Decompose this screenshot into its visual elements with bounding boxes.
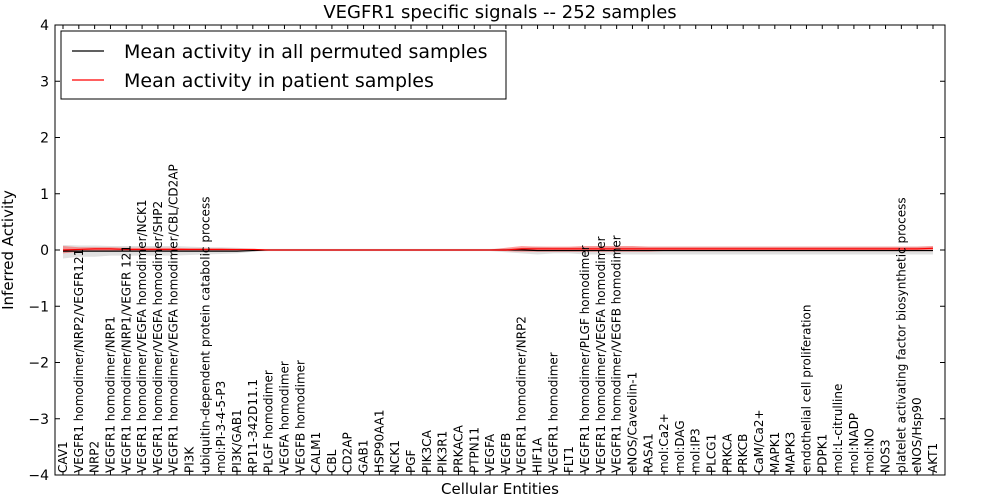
x-tick-label: CALM1 <box>309 432 323 473</box>
x-tick-label: CaM/Ca2+ <box>752 409 766 473</box>
x-tick-label: mol:L-citrulline <box>831 384 845 473</box>
x-tick-label: VEGFR1 homodimer/VEGFA homodimer/SHP2 <box>151 201 165 473</box>
x-tick-label: ubiquitin-dependent protein catabolic pr… <box>198 197 212 473</box>
y-axis-title: Inferred Activity <box>0 190 17 310</box>
series-lines <box>62 247 934 252</box>
x-tick-label: mol:Ca2+ <box>657 413 671 473</box>
x-tick-label: PI3K/GAB1 <box>230 409 244 473</box>
y-tick-label: −2 <box>28 356 49 372</box>
x-tick-label: mol:PI-3-4-5-P3 <box>214 381 228 473</box>
legend: Mean activity in all permuted samples Me… <box>60 30 507 100</box>
x-axis <box>62 25 934 475</box>
x-tick-label: MAPK1 <box>768 432 782 473</box>
x-tick-label: VEGFR1 homodimer/VEGFA homodimer <box>594 236 608 473</box>
x-tick-label: PRKCB <box>736 434 750 473</box>
x-tick-label: PIK3R1 <box>436 431 450 473</box>
x-tick-label: CD2AP <box>341 432 355 473</box>
x-tick-label: eNOS/Caveolin-1 <box>625 372 639 473</box>
x-tick-label: PLGF homodimer <box>262 370 276 473</box>
x-tick-label: VEGFR1 homodimer/NRP1/VEGFR 121 <box>119 245 133 473</box>
x-tick-label: NOS3 <box>879 439 893 473</box>
chart-title: VEGFR1 specific signals -- 252 samples <box>323 2 676 23</box>
x-tick-label: HSP90AA1 <box>372 409 386 473</box>
x-tick-label: MAPK3 <box>784 432 798 473</box>
x-tick-label: mol:IP3 <box>689 428 703 473</box>
x-tick-label: PRKCA <box>720 433 734 473</box>
x-tick-label: PLCG1 <box>705 434 719 473</box>
x-tick-label: VEGFA homodimer <box>277 361 291 473</box>
x-tick-label: endothelial cell proliferation <box>799 305 813 473</box>
y-tick-label: 4 <box>40 18 49 34</box>
y-tick-label: −3 <box>28 412 49 428</box>
x-tick-label: PRKACA <box>451 424 465 473</box>
x-tick-label: VEGFR1 homodimer/NRP2/VEGFR121 <box>72 249 86 473</box>
x-tick-label: RASA1 <box>641 433 655 473</box>
x-tick-label: mol:NADP <box>847 413 861 473</box>
y-axis: −4 −3 −2 −1 0 1 2 3 4 <box>28 18 945 484</box>
x-tick-label: VEGFR1 homodimer/VEGFB homodimer <box>610 235 624 473</box>
x-tick-label: platelet activating factor biosynthetic … <box>894 197 908 473</box>
x-tick-label: HIF1A <box>531 437 545 473</box>
x-axis-title: Cellular Entities <box>441 480 559 498</box>
y-tick-label: 0 <box>40 243 49 259</box>
x-tick-label: mol:DAG <box>673 420 687 473</box>
legend-label-permuted: Mean activity in all permuted samples <box>124 41 487 63</box>
x-tick-label: NCK1 <box>388 440 402 473</box>
x-tick-label: CAV1 <box>56 441 70 473</box>
x-tick-label: VEGFR1 homodimer/PLGF homodimer <box>578 245 592 473</box>
x-tick-label: GAB1 <box>357 440 371 473</box>
x-tick-label: PIK3CA <box>420 429 434 473</box>
x-tick-label: PTPN11 <box>467 427 481 473</box>
x-tick-label: FLT1 <box>562 446 576 473</box>
x-tick-label: AKT1 <box>926 443 940 473</box>
legend-box <box>60 30 507 100</box>
x-tick-label: VEGFR1 homodimer/NRP2 <box>515 316 529 473</box>
y-tick-label: −4 <box>28 468 49 484</box>
x-tick-label: mol:NO <box>863 428 877 473</box>
category-labels: CAV1 VEGFR1 homodimer/NRP2/VEGFR121 NRP2 VE… <box>56 164 940 473</box>
x-tick-label: eNOS/Hsp90 <box>910 397 924 473</box>
x-tick-label: VEGFR1 homodimer/VEGFA homodimer/NCK1 <box>135 199 149 473</box>
x-tick-label: VEGFB <box>499 433 513 473</box>
series-line-patient <box>62 247 934 251</box>
y-tick-label: −1 <box>28 299 49 315</box>
x-tick-label: PGF <box>404 449 418 473</box>
y-tick-label: 3 <box>40 74 49 90</box>
x-tick-label: VEGFA <box>483 433 497 473</box>
x-tick-label: PI3K <box>183 446 197 473</box>
x-tick-label: PDPK1 <box>815 434 829 473</box>
y-tick-label: 1 <box>40 187 49 203</box>
x-tick-label: VEGFR1 homodimer/VEGFA homodimer/CBL/CD2… <box>167 164 181 473</box>
x-tick-label: CBL <box>325 449 339 473</box>
x-tick-label: VEGFB homodimer <box>293 360 307 473</box>
x-tick-label: VEGFR1 homodimer/NRP1 <box>103 316 117 473</box>
x-tick-label: VEGFR1 homodimer <box>546 352 560 473</box>
y-tick-label: 2 <box>40 131 49 147</box>
x-tick-label: NRP2 <box>88 441 102 473</box>
x-tick-label: RP11-342D11.1 <box>246 379 260 473</box>
legend-label-patient: Mean activity in patient samples <box>124 70 434 92</box>
